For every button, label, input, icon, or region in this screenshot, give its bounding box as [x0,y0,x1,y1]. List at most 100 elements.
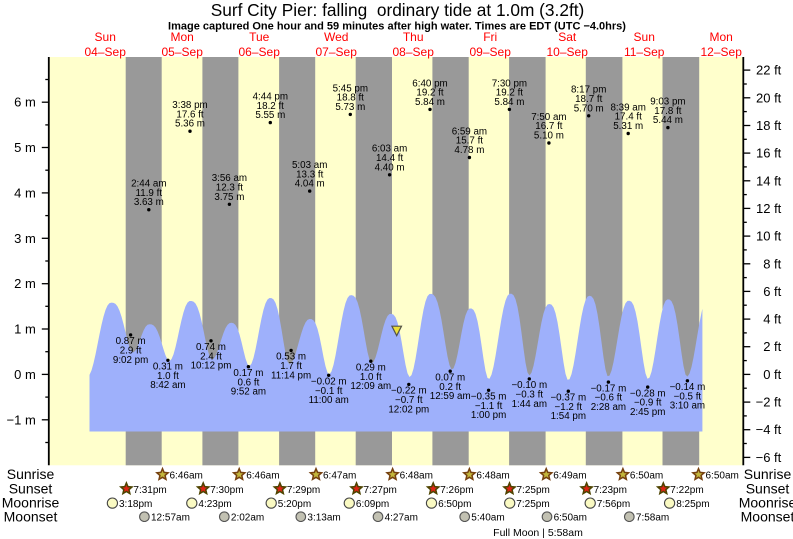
svg-text:Sunrise: Sunrise [7,466,55,482]
svg-text:5 m: 5 m [14,140,36,155]
svg-text:5.84 m: 5.84 m [415,97,445,108]
svg-text:−0.02 m: −0.02 m [311,377,347,388]
svg-text:−1.2 ft: −1.2 ft [555,402,583,413]
svg-text:11.9 ft: 11.9 ft [136,188,163,199]
svg-text:−0.10 m: −0.10 m [511,380,547,391]
svg-text:7:50 am: 7:50 am [531,112,566,123]
svg-text:3:38 pm: 3:38 pm [172,100,207,111]
svg-text:3.75 m: 3.75 m [214,192,244,203]
svg-text:6:48am: 6:48am [400,471,433,482]
svg-text:8:25pm: 8:25pm [676,499,709,510]
svg-text:6 ft: 6 ft [763,284,781,299]
svg-text:Sunset: Sunset [746,480,790,496]
svg-text:11:14 pm: 11:14 pm [271,370,311,381]
svg-text:5.31 m: 5.31 m [613,121,643,132]
svg-text:Sun: Sun [95,30,116,44]
svg-text:−0.35 m: −0.35 m [471,392,507,403]
svg-text:6:59 am: 6:59 am [452,126,487,137]
svg-text:−0.5 ft: −0.5 ft [674,391,702,402]
svg-text:−0.37 m: −0.37 m [550,393,586,404]
svg-text:2:44 am: 2:44 am [131,179,166,190]
svg-text:18.2 ft: 18.2 ft [257,101,285,112]
svg-text:4:23pm: 4:23pm [198,499,231,510]
svg-text:0.29 m: 0.29 m [356,363,386,374]
svg-text:−0.14 m: −0.14 m [670,382,706,393]
svg-text:Sun: Sun [634,30,655,44]
svg-text:09–Sep: 09–Sep [470,45,512,59]
svg-text:5:45 pm: 5:45 pm [333,83,368,94]
svg-text:7:26pm: 7:26pm [440,485,473,496]
svg-text:−0.17 m: −0.17 m [591,383,627,394]
svg-text:0.74 m: 0.74 m [196,342,226,353]
svg-text:Image captured One hour and 59: Image captured One hour and 59 minutes a… [168,21,626,33]
svg-text:5.70 m: 5.70 m [574,103,604,114]
svg-text:7:31pm: 7:31pm [133,485,166,496]
svg-text:−0.22 m: −0.22 m [391,386,427,397]
svg-text:2:28 am: 2:28 am [591,402,626,413]
svg-text:5:40am: 5:40am [471,513,504,524]
svg-text:7:25pm: 7:25pm [517,485,550,496]
svg-text:6:46am: 6:46am [170,471,203,482]
svg-text:0.53 m: 0.53 m [276,352,306,363]
svg-text:Full Moon | 5:58am: Full Moon | 5:58am [493,527,583,539]
svg-text:22 ft: 22 ft [756,63,782,78]
svg-text:Sat: Sat [558,30,577,44]
svg-text:2 ft: 2 ft [763,339,781,354]
svg-text:2:45 pm: 2:45 pm [630,407,665,418]
svg-text:6:47am: 6:47am [323,471,356,482]
svg-text:07–Sep: 07–Sep [316,45,358,59]
svg-text:8:17 pm: 8:17 pm [571,85,606,96]
svg-text:6:50pm: 6:50pm [438,499,471,510]
svg-text:Tue: Tue [249,30,270,44]
svg-text:Moonset: Moonset [4,508,58,524]
svg-text:13.3 ft: 13.3 ft [296,169,324,180]
svg-text:8:39 am: 8:39 am [610,102,645,113]
svg-text:7:22pm: 7:22pm [670,485,703,496]
svg-text:5.84 m: 5.84 m [494,97,524,108]
svg-text:0 ft: 0 ft [763,367,781,382]
svg-text:Moonrise: Moonrise [739,495,793,511]
svg-text:−1 m: −1 m [7,412,36,427]
svg-text:16.7 ft: 16.7 ft [535,121,563,132]
svg-text:6:49am: 6:49am [553,471,586,482]
svg-text:12–Sep: 12–Sep [701,45,743,59]
svg-text:4:44 pm: 4:44 pm [253,92,288,103]
svg-text:08–Sep: 08–Sep [393,45,435,59]
svg-text:04–Sep: 04–Sep [85,45,127,59]
svg-text:7:27pm: 7:27pm [364,485,397,496]
svg-text:18.7 ft: 18.7 ft [575,94,603,105]
svg-text:4 m: 4 m [14,185,36,200]
svg-text:14 ft: 14 ft [756,173,782,188]
svg-text:2.9 ft: 2.9 ft [120,346,142,357]
svg-text:9:03 pm: 9:03 pm [650,97,685,108]
svg-text:6:46am: 6:46am [246,471,279,482]
svg-text:7:29pm: 7:29pm [287,485,320,496]
svg-text:0.2 ft: 0.2 ft [439,382,461,393]
svg-text:8 ft: 8 ft [763,256,781,271]
svg-text:18 ft: 18 ft [756,118,782,133]
svg-text:5.36 m: 5.36 m [175,119,205,130]
svg-text:10–Sep: 10–Sep [547,45,589,59]
svg-text:3:18pm: 3:18pm [119,499,152,510]
svg-text:4.78 m: 4.78 m [454,145,484,156]
svg-text:7:58am: 7:58am [636,513,669,524]
svg-text:12:09 am: 12:09 am [350,381,391,392]
svg-text:Mon: Mon [710,30,733,44]
svg-text:14.4 ft: 14.4 ft [376,153,404,164]
svg-text:10:12 pm: 10:12 pm [191,361,232,372]
svg-text:2.4 ft: 2.4 ft [200,351,222,362]
svg-text:5:20pm: 5:20pm [278,499,311,510]
svg-text:7:23pm: 7:23pm [594,485,627,496]
svg-text:6:40 pm: 6:40 pm [412,78,447,89]
svg-text:Moonset: Moonset [741,508,793,524]
svg-text:12 ft: 12 ft [756,201,782,216]
svg-text:05–Sep: 05–Sep [162,45,204,59]
svg-text:6:03 am: 6:03 am [372,144,407,155]
svg-text:1:00 pm: 1:00 pm [471,410,506,421]
svg-text:0.17 m: 0.17 m [233,368,263,379]
svg-text:−1.1 ft: −1.1 ft [475,401,503,412]
svg-text:6:48am: 6:48am [476,471,509,482]
svg-text:Thu: Thu [403,30,424,44]
svg-text:12:57am: 12:57am [151,513,190,524]
svg-text:2 m: 2 m [14,276,36,291]
